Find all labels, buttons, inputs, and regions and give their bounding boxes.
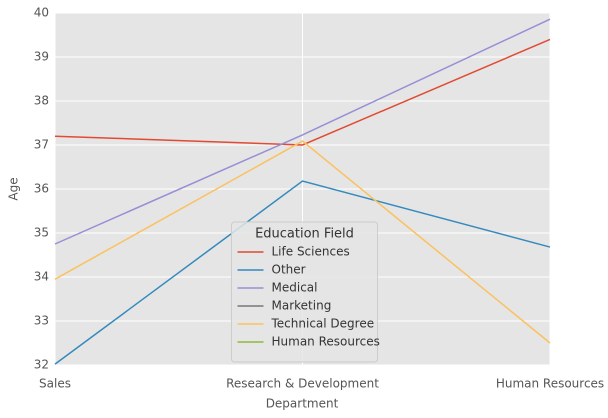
series-line — [54, 38, 551, 146]
series-line — [54, 140, 551, 344]
y-tick-label: 33 — [34, 314, 49, 328]
legend-label: Other — [272, 263, 306, 277]
y-tick-label: 37 — [34, 138, 49, 152]
y-tick-label: 40 — [34, 6, 49, 20]
legend-label: Life Sciences — [272, 245, 350, 259]
series-line — [54, 180, 551, 365]
y-axis-label: Age — [7, 177, 21, 200]
y-tick-label: 34 — [34, 270, 49, 284]
y-tick-label: 39 — [34, 50, 49, 64]
legend: Education Field Life Sciences Other Medical… — [231, 221, 380, 363]
legend-label: Medical — [272, 281, 318, 295]
y-tick-label: 36 — [34, 182, 49, 196]
x-tick-label: Human Resources — [496, 377, 604, 391]
series-line — [54, 18, 551, 245]
x-axis-label: Department — [266, 397, 339, 411]
x-tick-label: Sales — [39, 377, 71, 391]
x-tick-label: Research & Development — [226, 377, 379, 391]
y-tick-label: 38 — [34, 94, 49, 108]
legend-label: Human Resources — [272, 335, 380, 349]
legend-label: Technical Degree — [271, 317, 375, 331]
y-tick-label: 32 — [34, 358, 49, 372]
y-tick-label: 35 — [34, 226, 49, 240]
legend-box — [231, 221, 378, 363]
legend-title: Education Field — [255, 227, 354, 242]
legend-label: Marketing — [272, 299, 332, 313]
